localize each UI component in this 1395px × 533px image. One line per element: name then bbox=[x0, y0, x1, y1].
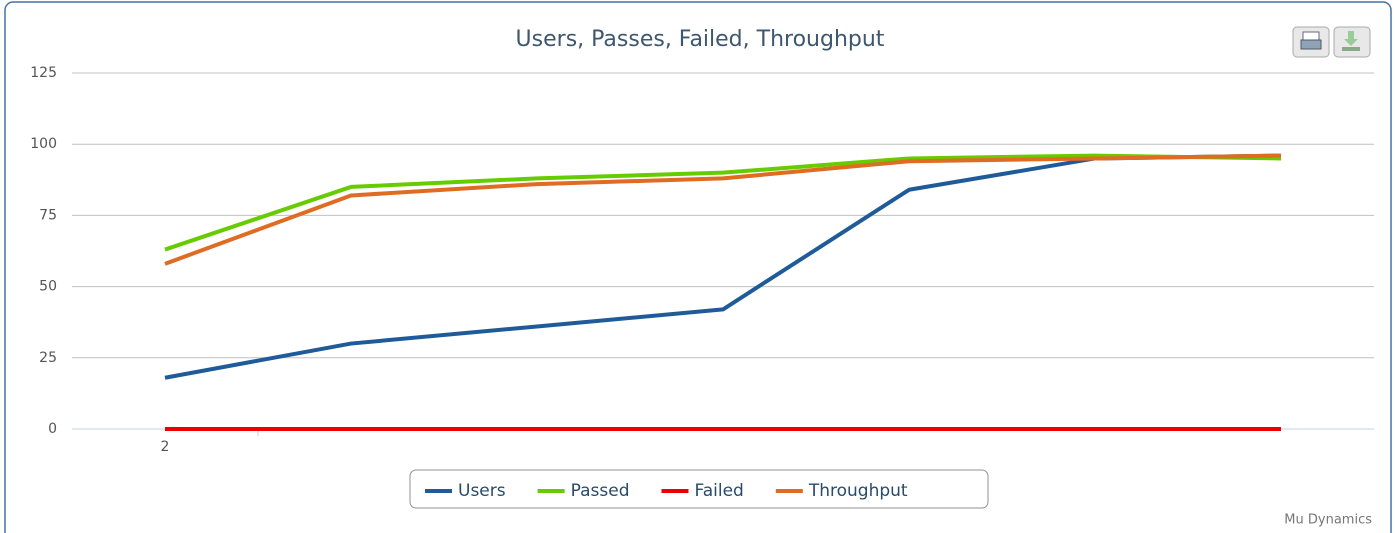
y-tick-label: 125 bbox=[30, 65, 57, 81]
export-button[interactable] bbox=[1333, 26, 1371, 58]
chart-frame bbox=[4, 1, 1392, 533]
legend-label: Throughput bbox=[808, 481, 908, 501]
x-tick-label: 2 bbox=[161, 439, 170, 455]
legend-box bbox=[409, 469, 989, 509]
chart-title: Users, Passes, Failed, Throughput bbox=[516, 27, 885, 52]
y-tick-label: 0 bbox=[48, 421, 57, 437]
y-tick-label: 100 bbox=[30, 136, 57, 152]
credit: Mu Dynamics bbox=[1284, 513, 1372, 528]
print-button[interactable] bbox=[1292, 26, 1330, 58]
legend-label: Users bbox=[458, 481, 506, 501]
legend-label: Passed bbox=[571, 481, 630, 501]
series-line bbox=[164, 153, 1282, 266]
legend-label: Failed bbox=[694, 481, 743, 501]
y-tick-label: 25 bbox=[39, 350, 57, 366]
y-tick-label: 75 bbox=[39, 207, 57, 223]
y-tick-label: 50 bbox=[39, 279, 57, 295]
series-line bbox=[164, 153, 1282, 252]
